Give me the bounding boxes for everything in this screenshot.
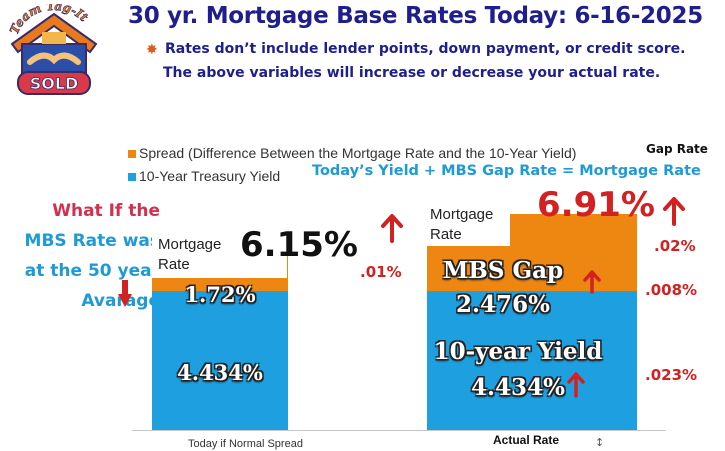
what-if-line-2: MBS Rate was (24, 231, 160, 251)
category-label-today: Today if Normal Spread (188, 438, 303, 450)
what-if-line-3: at the 50 year (24, 261, 160, 281)
logo-banner-text: SOLD (30, 74, 79, 93)
up-arrow-icon (567, 372, 585, 398)
bar-yield-today (152, 291, 288, 430)
gap-rate-title: Gap Rate (646, 142, 708, 156)
mortgage-rate-box-2 (426, 200, 510, 246)
data-label-spread-today: 1.72% (184, 282, 256, 307)
data-label-yield-today: 4.434% (177, 360, 263, 385)
change-total-actual: .02% (654, 237, 696, 255)
bar-yield-actual (427, 291, 637, 430)
legend-swatch-spread (128, 150, 136, 158)
data-label-yield-actual: 10-year Yield 4.434% (433, 338, 603, 401)
what-if-line-1: What If the (52, 201, 160, 221)
formula-text: Today’s Yield + MBS Gap Rate = Mortgage … (312, 163, 701, 179)
category-label-actual: Actual Rate (493, 433, 560, 447)
explosion-icon: ✸ (146, 42, 158, 58)
up-arrow-icon (583, 270, 601, 294)
change-gap: .008% (645, 281, 698, 299)
what-if-note: What If the MBS Rate was at the 50 year … (4, 196, 160, 316)
total-rate-actual: 6.91% (537, 185, 655, 225)
up-arrow-icon (663, 197, 685, 226)
house-handshake-logo: Team Tag-It SOLD (7, 4, 98, 95)
legend-label-yield: 10-Year Treasury Yield (139, 168, 281, 184)
subtitle-line-1: Rates don’t include lender points, down … (165, 41, 686, 57)
change-yield: .023% (645, 366, 698, 384)
mortgage-rate-label-1: Mortgage Rate (158, 236, 222, 273)
legend-swatch-yield (128, 173, 136, 181)
mortgage-rate-label-2: Mortgage Rate (430, 206, 494, 243)
resize-icon: ↕ (595, 436, 605, 449)
change-total-today: .01% (360, 263, 402, 281)
subtitle-line-2: The above variables will increase or dec… (163, 65, 661, 81)
what-if-line-4: Avarage (81, 291, 160, 311)
total-rate-today: 6.15% (240, 225, 358, 265)
x-axis-line (132, 430, 666, 431)
legend-label-spread: Spread (Difference Between the Mortgage … (139, 145, 577, 161)
mortgage-rate-box-1 (152, 226, 287, 278)
data-label-spread-actual: MBS Gap 2.476% (442, 257, 564, 318)
page-title: 30 yr. Mortgage Base Rates Today: 6-16-2… (128, 3, 703, 29)
up-arrow-icon (381, 214, 403, 243)
down-arrow-icon (118, 280, 132, 307)
